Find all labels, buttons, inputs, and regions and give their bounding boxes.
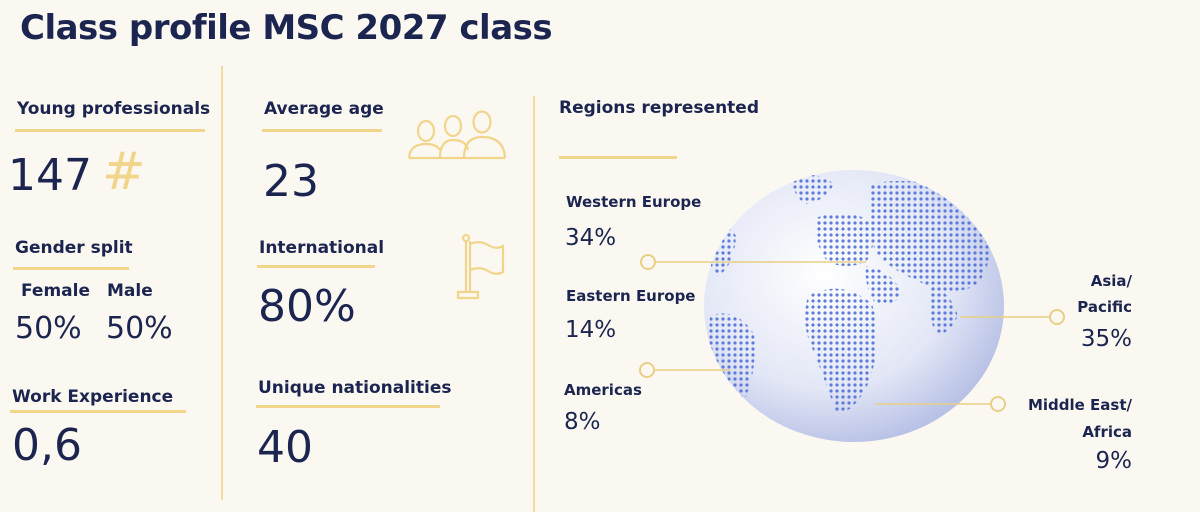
unique-nationalities-value: 40 xyxy=(257,422,313,473)
gender-split-underline xyxy=(13,267,129,270)
female-value: 50% xyxy=(15,311,82,346)
flag-icon xyxy=(456,233,505,300)
international-value: 80% xyxy=(258,281,356,332)
male-value: 50% xyxy=(106,311,173,346)
work-experience-underline xyxy=(10,410,186,413)
international-label: International xyxy=(259,238,385,258)
eastern-europe-value: 14% xyxy=(565,317,617,343)
asia-pacific-label-line2: Pacific xyxy=(1077,298,1132,316)
unique-nationalities-label: Unique nationalities xyxy=(258,378,452,398)
average-age-label: Average age xyxy=(264,99,384,119)
page-title: Class profile MSC 2027 class xyxy=(20,8,553,48)
asia-pacific-value: 35% xyxy=(1080,326,1132,352)
hash-icon: # xyxy=(102,142,146,202)
column-divider-right xyxy=(533,96,535,512)
international-underline xyxy=(257,265,375,268)
middle-east-africa-value: 9% xyxy=(1095,448,1133,474)
regions-label: Regions represented xyxy=(559,98,760,118)
middle-east-africa-label-line1: Middle East/ xyxy=(1027,396,1132,414)
asia-pacific-label-line1: Asia/ xyxy=(1090,272,1132,290)
western-europe-value: 34% xyxy=(565,225,617,251)
average-age-underline xyxy=(262,129,382,132)
people-icon xyxy=(407,110,507,160)
americas-label: Americas xyxy=(564,381,642,399)
female-label: Female xyxy=(21,281,90,301)
regions-underline xyxy=(559,156,677,159)
gender-split-label: Gender split xyxy=(15,238,133,258)
work-experience-value: 0,6 xyxy=(12,420,82,471)
young-professionals-label: Young professionals xyxy=(17,99,211,119)
column-divider-left xyxy=(221,66,223,500)
eastern-europe-label: Eastern Europe xyxy=(566,287,696,305)
western-europe-label: Western Europe xyxy=(566,193,702,211)
average-age-value: 23 xyxy=(263,156,319,207)
work-experience-label: Work Experience xyxy=(12,387,174,407)
male-label: Male xyxy=(107,281,153,301)
young-professionals-value: 147 xyxy=(8,150,92,201)
middle-east-africa-label-line2: Africa xyxy=(1082,423,1132,441)
americas-value: 8% xyxy=(564,409,601,435)
unique-nationalities-underline xyxy=(256,405,440,408)
young-professionals-underline xyxy=(15,129,205,132)
